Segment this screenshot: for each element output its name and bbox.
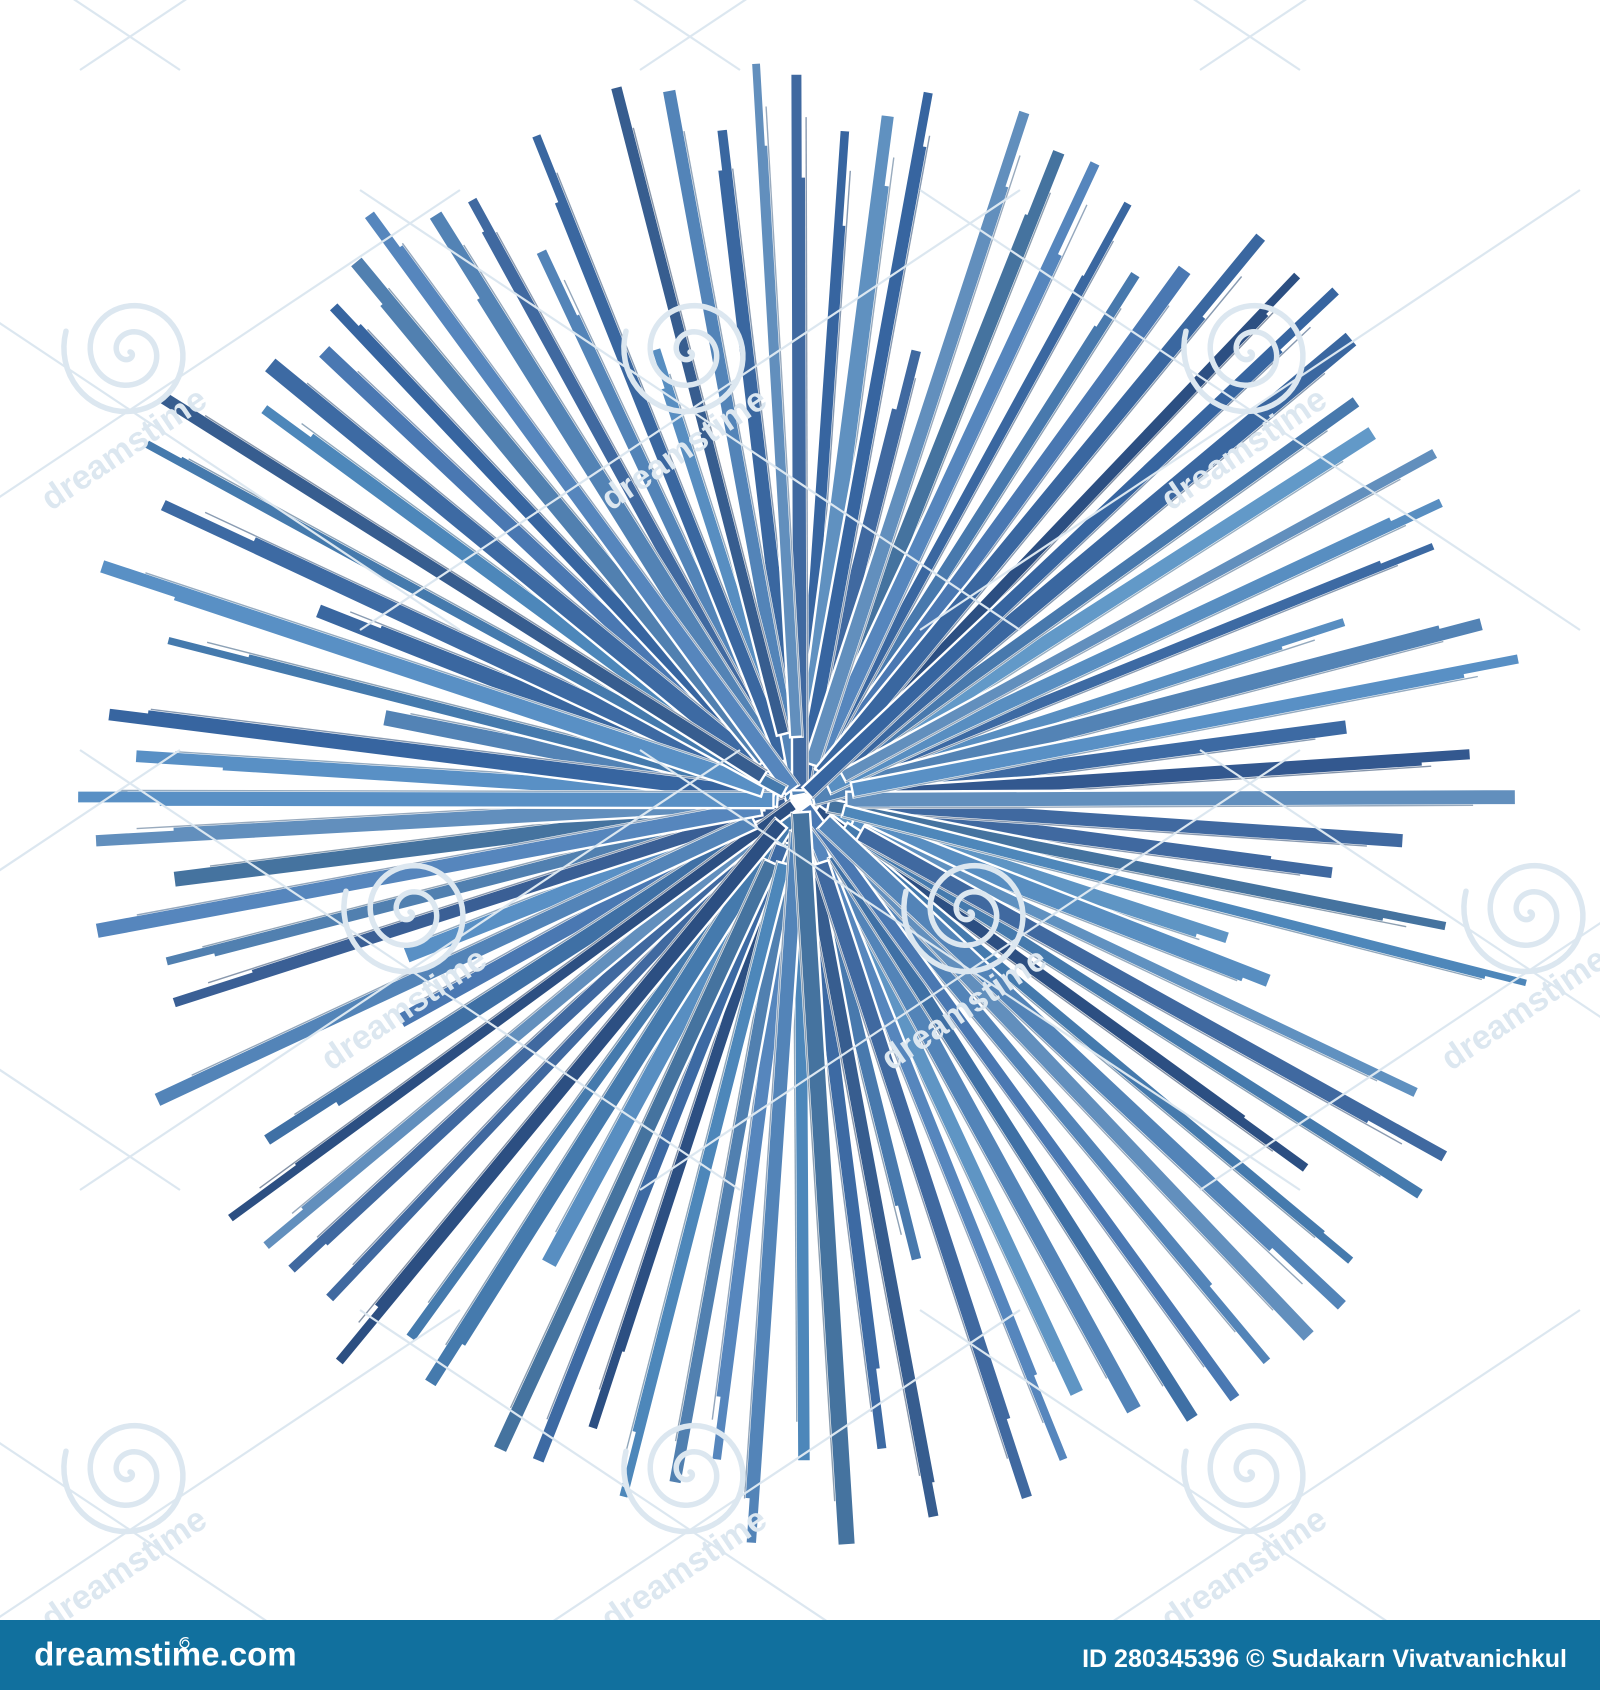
svg-text:dreamstime.com: dreamstime.com [34,1637,297,1674]
